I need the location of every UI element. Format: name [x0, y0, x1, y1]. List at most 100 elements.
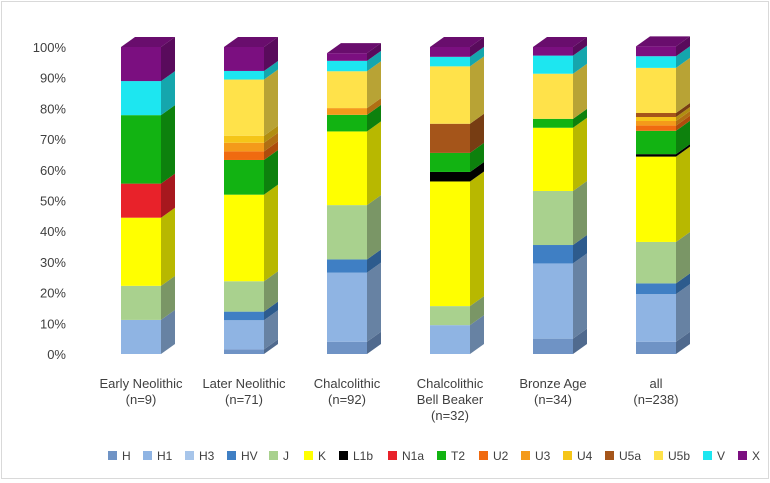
- bar-segment: [327, 104, 381, 132]
- bar-segment: [636, 106, 690, 121]
- legend-label: N1a: [402, 449, 424, 463]
- x-tick-label: Early Neolithic (n=9): [99, 376, 183, 407]
- x-tick-label: Chalcolithic Bell Beaker (n=32): [417, 376, 484, 423]
- bar-segment: [636, 273, 690, 295]
- bar-segment: [327, 98, 381, 115]
- legend-label: J: [283, 449, 289, 463]
- legend-item: U5a: [605, 449, 641, 463]
- y-axis: 0% 10% 20% 30% 40% 50% 60% 70% 80% 90% 100%: [33, 40, 67, 362]
- bar-segment: [430, 161, 484, 182]
- y-tick-label: 10%: [40, 316, 66, 331]
- legend-item: J: [269, 449, 289, 463]
- legend-item: L1b: [339, 449, 373, 463]
- bar-segment: [121, 207, 175, 286]
- legend-label: U5a: [619, 449, 641, 463]
- y-tick-label: 60%: [40, 163, 66, 178]
- bar-stack: [533, 37, 587, 354]
- bar-segment: [327, 262, 381, 342]
- y-tick-label: 100%: [33, 40, 67, 55]
- bar-segment: [327, 331, 381, 354]
- legend-item: HV: [227, 449, 258, 463]
- legend: H H1 H3 HV J K L1b N1a T2 U2 U3 U4 U5a U5b V X: [108, 449, 760, 463]
- bar-segment: [327, 61, 381, 109]
- bar-stack: [224, 37, 278, 354]
- bar-segment: [636, 36, 690, 57]
- bar-stack: [636, 36, 690, 354]
- legend-label: V: [717, 449, 725, 463]
- bar-segment: [533, 63, 587, 119]
- y-tick-label: 80%: [40, 101, 66, 116]
- legend-item: U2: [479, 449, 509, 463]
- x-tick-label: all (n=238): [633, 376, 678, 407]
- y-tick-label: 90%: [40, 71, 66, 86]
- legend-item: U4: [563, 449, 593, 463]
- bar-segment: [533, 253, 587, 339]
- bar-segment: [636, 46, 690, 68]
- x-axis: Early Neolithic (n=9) Later Neolithic (n=71…: [99, 376, 678, 423]
- legend-swatch: [227, 451, 236, 460]
- bar-segment: [224, 125, 278, 143]
- bar-segment: [636, 115, 690, 131]
- bar-segment: [636, 103, 690, 117]
- bar-segment: [430, 56, 484, 124]
- legend-swatch: [339, 451, 348, 460]
- bar-segment: [636, 331, 690, 354]
- bar-segment: [430, 171, 484, 307]
- bars: [121, 36, 690, 354]
- legend-label: H: [122, 449, 131, 463]
- legend-swatch: [654, 451, 663, 460]
- bar-segment: [430, 113, 484, 153]
- bar-segment: [121, 173, 175, 218]
- legend-label: L1b: [353, 449, 373, 463]
- bar-segment: [636, 110, 690, 126]
- y-tick-label: 20%: [40, 286, 66, 301]
- bar-stack: [430, 37, 484, 354]
- bar-segment: [636, 231, 690, 284]
- legend-label: K: [318, 449, 326, 463]
- bar-segment: [224, 271, 278, 312]
- bar-segment: [430, 315, 484, 354]
- bar-segment: [121, 309, 175, 354]
- bar-stack: [327, 43, 381, 354]
- y-tick-label: 30%: [40, 255, 66, 270]
- bar-segment: [224, 141, 278, 160]
- legend-label: T2: [451, 449, 465, 463]
- bar-segment: [430, 142, 484, 172]
- bar-segment: [224, 301, 278, 321]
- bar-segment: [121, 105, 175, 184]
- legend-swatch: [143, 451, 152, 460]
- bar-segment: [636, 144, 690, 157]
- x-tick-label: Later Neolithic (n=71): [202, 376, 286, 407]
- bar-segment: [224, 184, 278, 282]
- bar-segment: [430, 296, 484, 326]
- y-tick-label: 0%: [47, 347, 66, 362]
- legend-item: H: [108, 449, 131, 463]
- legend-item: X: [738, 449, 760, 463]
- bar-segment: [636, 146, 690, 242]
- legend-swatch: [437, 451, 446, 460]
- bar-segment: [327, 195, 381, 260]
- bar-segment: [533, 235, 587, 264]
- bar-segment: [224, 60, 278, 80]
- bar-segment: [636, 284, 690, 342]
- x-tick-label: Bronze Age (n=34): [519, 376, 586, 407]
- bar-segment: [121, 37, 175, 82]
- legend-label: U5b: [668, 449, 690, 463]
- legend-swatch: [563, 451, 572, 460]
- legend-item: K: [304, 449, 326, 463]
- bar-segment: [533, 328, 587, 354]
- legend-item: U3: [521, 449, 551, 463]
- legend-swatch: [521, 451, 530, 460]
- bar-segment: [121, 71, 175, 116]
- legend-swatch: [108, 451, 117, 460]
- bar-segment: [430, 37, 484, 57]
- legend-swatch: [738, 451, 747, 460]
- bar-segment: [533, 108, 587, 128]
- bar-segment: [121, 275, 175, 320]
- legend-swatch: [605, 451, 614, 460]
- y-tick-label: 50%: [40, 194, 66, 209]
- bar-segment: [224, 132, 278, 152]
- legend-label: HV: [241, 449, 258, 463]
